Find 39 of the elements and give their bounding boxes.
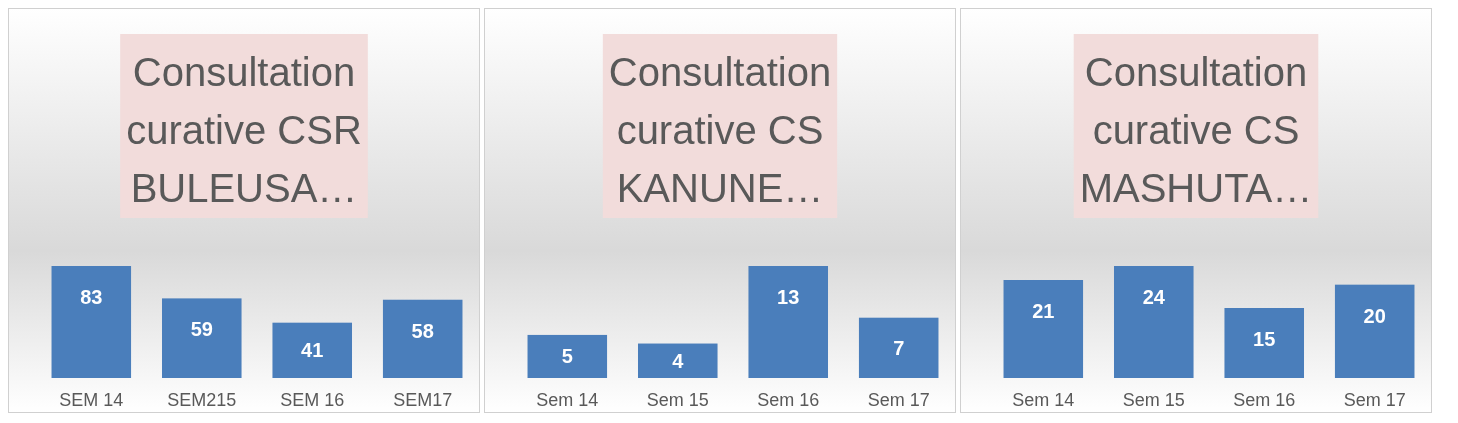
data-label: 20 <box>1363 304 1386 327</box>
data-label: 5 <box>561 345 573 368</box>
x-tick-label: SEM 14 <box>59 390 124 410</box>
chart-title: Consultation curative CSR BULEUSA… <box>126 50 362 210</box>
x-tick-label: Sem 15 <box>646 390 709 410</box>
bar <box>51 266 132 378</box>
chart-title: Consultation curative CS MASHUTA… <box>1079 50 1313 210</box>
data-label: 83 <box>80 286 103 308</box>
bar <box>162 298 242 378</box>
data-label: 24 <box>1142 286 1166 308</box>
x-tick-label: Sem 16 <box>757 390 820 410</box>
data-label: 13 <box>777 286 800 308</box>
bar <box>272 322 353 378</box>
x-tick-label: Sem 15 <box>1122 390 1185 410</box>
bar <box>748 266 829 378</box>
x-tick-label: SEM215 <box>167 390 237 410</box>
x-tick-label: Sem 17 <box>1343 390 1406 410</box>
x-tick-label: Sem 16 <box>1233 390 1296 410</box>
x-tick-label: Sem 17 <box>867 390 930 410</box>
x-tick-label: SEM 16 <box>280 390 345 410</box>
bar <box>1224 308 1305 378</box>
bar <box>1003 280 1084 378</box>
bar <box>858 317 939 378</box>
data-label: 41 <box>301 339 324 362</box>
chart-title: Consultation curative CS KANUNE… <box>608 50 832 210</box>
data-label: 21 <box>1032 300 1055 322</box>
x-tick-label: SEM17 <box>393 390 453 410</box>
bar <box>638 343 718 378</box>
data-label: 4 <box>672 349 685 372</box>
x-tick-label: Sem 14 <box>1012 390 1075 410</box>
data-label: 58 <box>411 319 434 342</box>
bar <box>1113 266 1194 378</box>
x-tick-label: Sem 14 <box>536 390 599 410</box>
data-label: 59 <box>190 318 213 341</box>
bar <box>1334 284 1415 378</box>
data-label: 15 <box>1253 328 1276 350</box>
bar <box>527 334 608 378</box>
data-label: 7 <box>893 336 905 359</box>
bar <box>382 299 463 378</box>
